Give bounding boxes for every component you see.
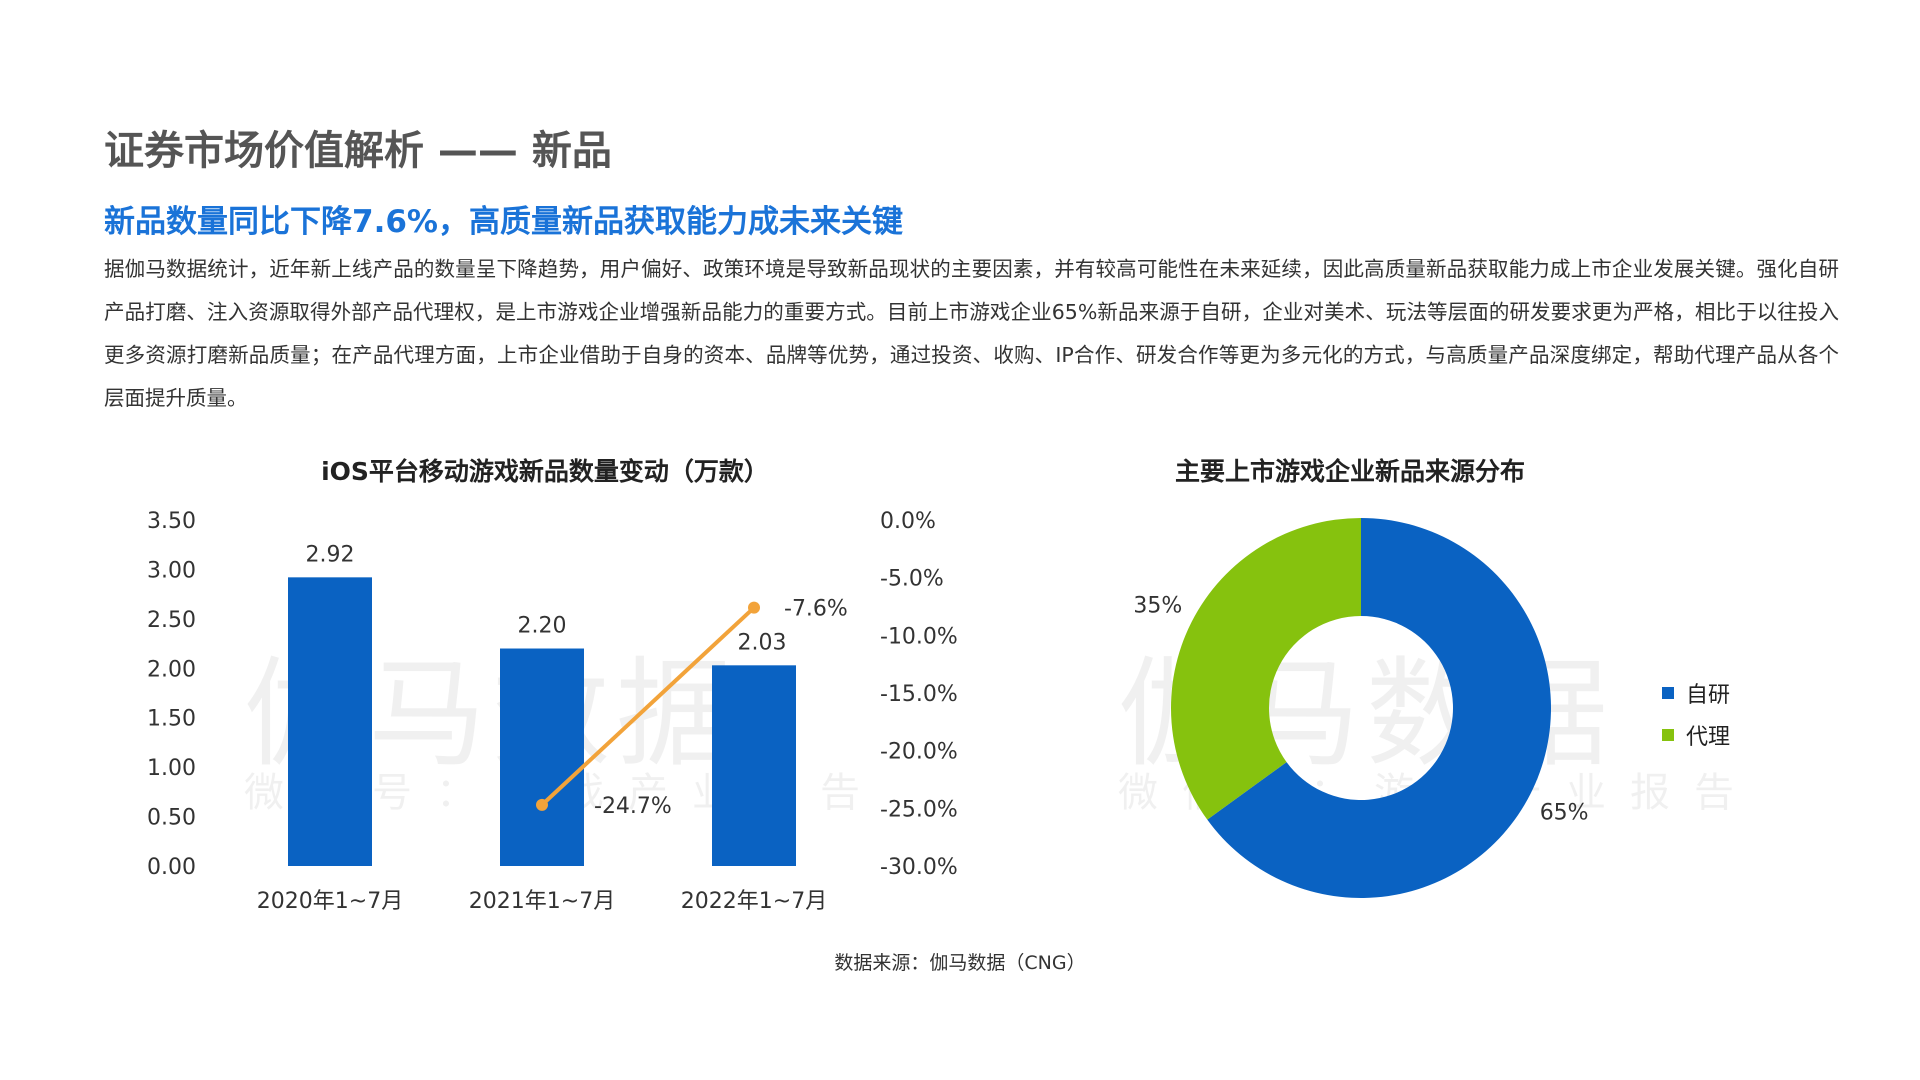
data-source: 数据来源：伽马数据（CNG） bbox=[834, 952, 1086, 974]
bar-value-label: 2.92 bbox=[306, 542, 355, 567]
donut-slice bbox=[1207, 518, 1551, 899]
bar-line-chart: 0.00 0.50 1.00 1.50 2.00 2.50 3.00 3.50 -30.0% -2… bbox=[147, 509, 958, 914]
y2-tick-label: 0.0% bbox=[880, 509, 936, 534]
y2-tick-label: -5.0% bbox=[880, 567, 944, 592]
donut-slice-label: 35% bbox=[1133, 593, 1182, 618]
bar-value-label: 2.03 bbox=[738, 630, 787, 655]
donut-slice-label: 65% bbox=[1540, 801, 1589, 826]
x-tick-label: 2020年1~7月 bbox=[257, 889, 403, 914]
legend-label-self-developed: 自研 bbox=[1686, 683, 1731, 708]
y2-tick-label: -10.0% bbox=[880, 624, 958, 649]
x-tick-label: 2022年1~7月 bbox=[681, 889, 827, 914]
y2-tick-label: -30.0% bbox=[880, 855, 958, 880]
y-tick-label: 1.50 bbox=[147, 707, 196, 732]
legend-swatch-self-developed bbox=[1662, 687, 1674, 699]
y-tick-label: 2.50 bbox=[147, 608, 196, 633]
y-tick-label: 0.00 bbox=[147, 855, 196, 880]
y2-tick-label: -15.0% bbox=[880, 682, 958, 707]
donut-chart: 65% 35% bbox=[1133, 518, 1589, 899]
legend-item-licensed: 代理 bbox=[1662, 714, 1730, 756]
donut-slice bbox=[1171, 518, 1361, 820]
growth-label: -7.6% bbox=[784, 597, 848, 622]
y-tick-label: 3.50 bbox=[147, 509, 196, 534]
x-tick-label: 2021年1~7月 bbox=[469, 889, 615, 914]
y-tick-label: 1.00 bbox=[147, 756, 196, 781]
y2-tick-label: -25.0% bbox=[880, 797, 958, 822]
donut-chart-title: 主要上市游戏企业新品来源分布 bbox=[1174, 457, 1525, 486]
legend-swatch-licensed bbox=[1662, 729, 1674, 741]
y-tick-label: 2.00 bbox=[147, 657, 196, 682]
legend-item-self-developed: 自研 bbox=[1662, 672, 1730, 714]
bar-value-label: 2.20 bbox=[518, 614, 567, 639]
growth-line bbox=[540, 606, 756, 807]
page-title: 证券市场价值解析 —— 新品 bbox=[104, 128, 612, 174]
growth-label: -24.7% bbox=[594, 794, 672, 819]
bar bbox=[288, 577, 372, 866]
growth-point bbox=[536, 798, 548, 811]
y2-tick-label: -20.0% bbox=[880, 740, 958, 765]
bar bbox=[500, 648, 584, 866]
bar bbox=[712, 665, 796, 866]
page-subtitle: 新品数量同比下降7.6%，高质量新品获取能力成未来关键 bbox=[104, 204, 903, 240]
y-tick-label: 0.50 bbox=[147, 806, 196, 831]
body-paragraph: 据伽马数据统计，近年新上线产品的数量呈下降趋势，用户偏好、政策环境是导致新品现状… bbox=[104, 257, 1839, 410]
y-tick-label: 3.00 bbox=[147, 558, 196, 583]
growth-point bbox=[748, 601, 760, 614]
bar-chart-title: iOS平台移动游戏新品数量变动（万款） bbox=[321, 457, 769, 486]
donut-legend: 自研 代理 bbox=[1662, 672, 1730, 756]
legend-label-licensed: 代理 bbox=[1686, 725, 1731, 750]
